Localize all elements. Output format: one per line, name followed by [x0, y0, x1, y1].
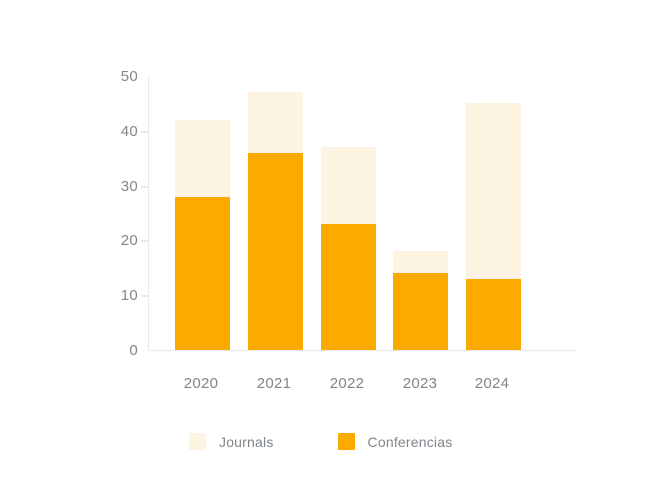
y-tick-label-30: 30 [120, 178, 138, 195]
y-tick-label-20: 20 [120, 232, 138, 249]
bar-segment-conferencias-2020 [175, 196, 230, 350]
bar-segment-journals-2022 [320, 147, 376, 224]
y-tick-label-50: 50 [120, 68, 138, 85]
y-tick-label-10: 10 [120, 287, 138, 304]
bar-segment-conferencias-2021 [247, 152, 303, 350]
bar-2022 [320, 147, 376, 350]
legend: Journals Conferencias [189, 433, 452, 450]
legend-item-journals: Journals [189, 433, 274, 450]
y-tick-mark-40 [141, 131, 148, 133]
y-tick-mark-10 [141, 295, 148, 297]
legend-label-journals: Journals [219, 433, 274, 450]
legend-label-conferencias: Conferencias [367, 433, 453, 450]
bar-segment-conferencias-2024 [466, 278, 521, 350]
legend-swatch-conferencias [337, 433, 355, 450]
x-tick-label-2023: 2023 [402, 375, 438, 392]
bar-2024 [466, 103, 521, 350]
x-tick-label-2022: 2022 [329, 375, 365, 392]
y-tick-mark-30 [141, 186, 148, 188]
legend-item-conferencias: Conferencias [337, 433, 453, 450]
y-tick-mark-20 [141, 240, 148, 242]
x-tick-label-2021: 2021 [256, 375, 292, 392]
bar-segment-journals-2024 [466, 103, 521, 279]
bar-2021 [247, 92, 303, 350]
y-tick-label-0: 0 [129, 342, 138, 359]
bar-segment-conferencias-2022 [320, 224, 376, 350]
bar-segment-journals-2020 [175, 119, 230, 197]
x-tick-label-2020: 2020 [183, 375, 219, 392]
bar-segment-journals-2023 [393, 251, 449, 274]
legend-swatch-journals [189, 433, 206, 450]
bar-segment-journals-2021 [247, 92, 303, 153]
y-tick-label-40: 40 [120, 123, 138, 140]
bar-2023 [393, 251, 449, 350]
x-tick-label-2024: 2024 [474, 375, 510, 392]
bar-2020 [175, 119, 230, 350]
plot-area [148, 75, 576, 351]
bar-segment-conferencias-2023 [393, 273, 449, 350]
